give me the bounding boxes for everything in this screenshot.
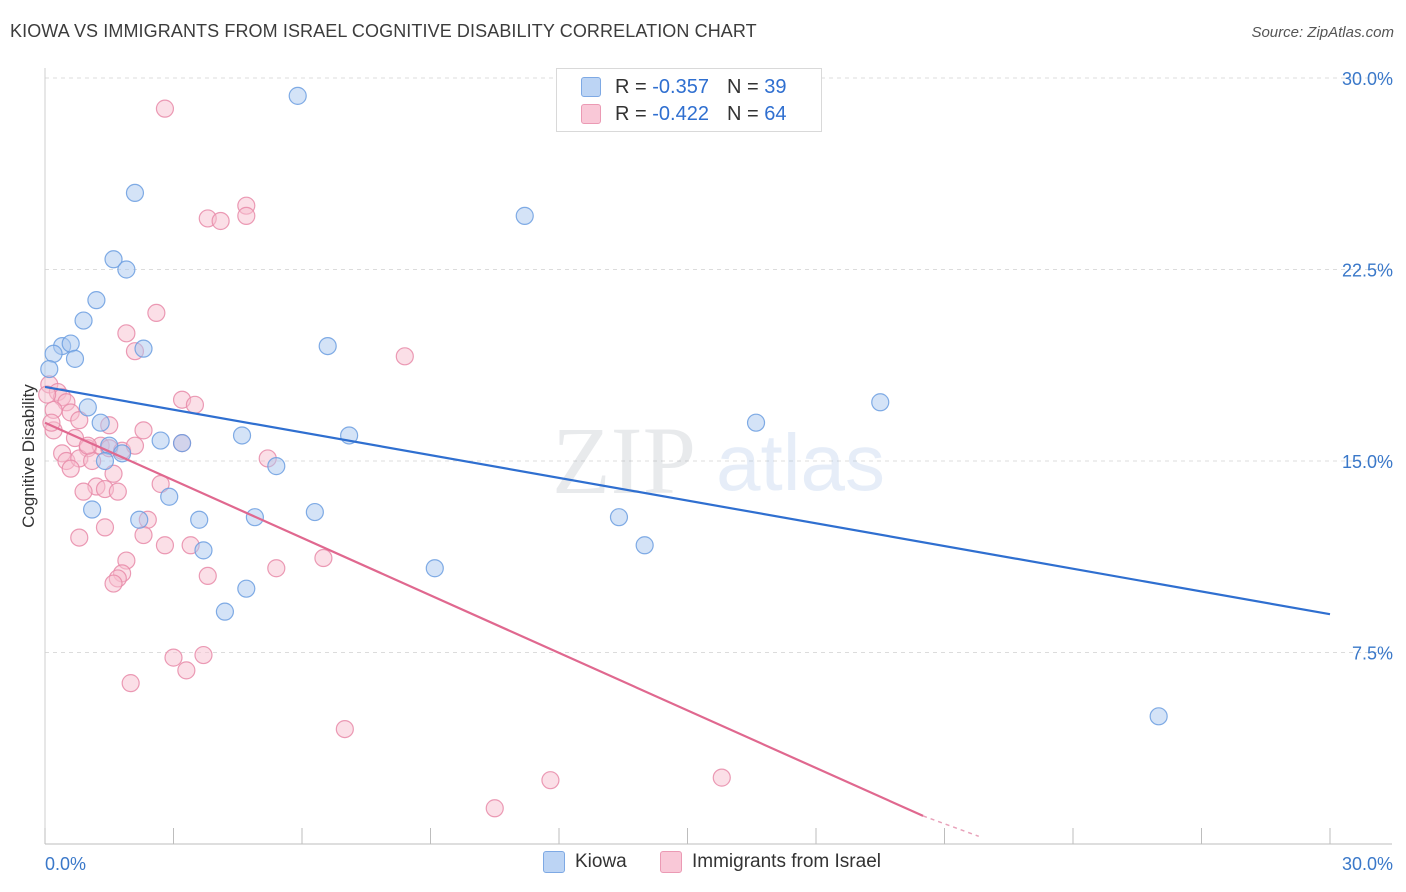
kiowa-point bbox=[268, 458, 285, 475]
israel-point bbox=[71, 529, 88, 546]
kiowa-point bbox=[516, 207, 533, 224]
legend-n-label: N = bbox=[727, 103, 764, 126]
legend-row-israel: R = -0.422 N = 64 bbox=[581, 101, 786, 127]
israel-point bbox=[105, 575, 122, 592]
legend-item-israel[interactable]: Immigrants from Israel bbox=[660, 851, 881, 873]
kiowa-point bbox=[1150, 708, 1167, 725]
scatter-chart: ZIP atlas 7.5%15.0%22.5%30.0%0.0% 30.0% C… bbox=[0, 0, 1406, 892]
kiowa-point bbox=[872, 394, 889, 411]
israel-point bbox=[75, 483, 92, 500]
kiowa-point bbox=[131, 511, 148, 528]
kiowa-swatch bbox=[581, 77, 601, 97]
y-axis-label: Cognitive Disability bbox=[19, 384, 38, 528]
kiowa-point bbox=[289, 87, 306, 104]
kiowa-point bbox=[126, 184, 143, 201]
israel-point bbox=[199, 567, 216, 584]
israel-point bbox=[96, 519, 113, 536]
legend-kiowa-label: Kiowa bbox=[575, 851, 627, 873]
kiowa-point bbox=[152, 432, 169, 449]
y-tick-label: 7.5% bbox=[1352, 644, 1393, 664]
israel-point bbox=[156, 100, 173, 117]
israel-swatch bbox=[581, 104, 601, 124]
kiowa-point bbox=[319, 338, 336, 355]
legend-n-value: 64 bbox=[764, 103, 786, 126]
legend-r-value: -0.422 bbox=[652, 103, 709, 126]
legend-n-label: N = bbox=[727, 76, 764, 99]
israel-point bbox=[118, 325, 135, 342]
israel-point bbox=[238, 207, 255, 224]
israel-point bbox=[713, 769, 730, 786]
legend-r-label: R = bbox=[615, 103, 652, 126]
kiowa-point bbox=[118, 261, 135, 278]
kiowa-legend-swatch bbox=[543, 851, 565, 873]
legend-row-kiowa: R = -0.357 N = 39 bbox=[581, 74, 786, 100]
kiowa-point bbox=[191, 511, 208, 528]
israel-point bbox=[212, 212, 229, 229]
kiowa-point bbox=[216, 603, 233, 620]
israel-point bbox=[195, 647, 212, 664]
kiowa-point bbox=[79, 399, 96, 416]
correlation-legend: R = -0.357 N = 39 R = -0.422 N = 64 bbox=[556, 68, 822, 132]
israel-trendline-extension bbox=[923, 816, 979, 836]
israel-point bbox=[178, 662, 195, 679]
kiowa-point bbox=[234, 427, 251, 444]
kiowa-point bbox=[306, 504, 323, 521]
israel-point bbox=[135, 527, 152, 544]
watermark-atlas: atlas bbox=[716, 418, 885, 507]
kiowa-point bbox=[41, 361, 58, 378]
kiowa-point bbox=[610, 509, 627, 526]
kiowa-point bbox=[161, 488, 178, 505]
kiowa-point bbox=[84, 501, 101, 518]
gridlines bbox=[45, 78, 1392, 653]
israel-point bbox=[122, 675, 139, 692]
israel-point bbox=[336, 721, 353, 738]
legend-r-value: -0.357 bbox=[652, 76, 709, 99]
legend-item-kiowa[interactable]: Kiowa bbox=[543, 851, 627, 873]
kiowa-point bbox=[636, 537, 653, 554]
legend-n-value: 39 bbox=[764, 76, 786, 99]
kiowa-point bbox=[748, 414, 765, 431]
watermark: ZIP atlas bbox=[552, 407, 885, 514]
y-tick-label: 15.0% bbox=[1342, 452, 1393, 472]
israel-point bbox=[542, 772, 559, 789]
kiowa-point bbox=[66, 350, 83, 367]
israel-point bbox=[186, 396, 203, 413]
israel-point bbox=[156, 537, 173, 554]
kiowa-point bbox=[195, 542, 212, 559]
y-tick-label: 30.0% bbox=[1342, 69, 1393, 89]
israel-point bbox=[148, 304, 165, 321]
kiowa-point bbox=[92, 414, 109, 431]
kiowa-point bbox=[88, 292, 105, 309]
kiowa-point bbox=[62, 335, 79, 352]
israel-point bbox=[486, 800, 503, 817]
israel-point bbox=[315, 550, 332, 567]
israel-point bbox=[268, 560, 285, 577]
kiowa-point bbox=[45, 345, 62, 362]
kiowa-point bbox=[174, 435, 191, 452]
kiowa-point bbox=[135, 340, 152, 357]
kiowa-point bbox=[75, 312, 92, 329]
israel-legend-swatch bbox=[660, 851, 682, 873]
israel-point bbox=[165, 649, 182, 666]
legend-r-label: R = bbox=[615, 76, 652, 99]
kiowa-point bbox=[426, 560, 443, 577]
series-legend: Kiowa Immigrants from Israel bbox=[0, 851, 1406, 877]
kiowa-point bbox=[238, 580, 255, 597]
y-tick-label: 22.5% bbox=[1342, 261, 1393, 281]
kiowa-point bbox=[96, 453, 113, 470]
legend-israel-label: Immigrants from Israel bbox=[692, 851, 881, 873]
israel-point bbox=[62, 460, 79, 477]
israel-point bbox=[396, 348, 413, 365]
israel-point bbox=[135, 422, 152, 439]
israel-point bbox=[109, 483, 126, 500]
